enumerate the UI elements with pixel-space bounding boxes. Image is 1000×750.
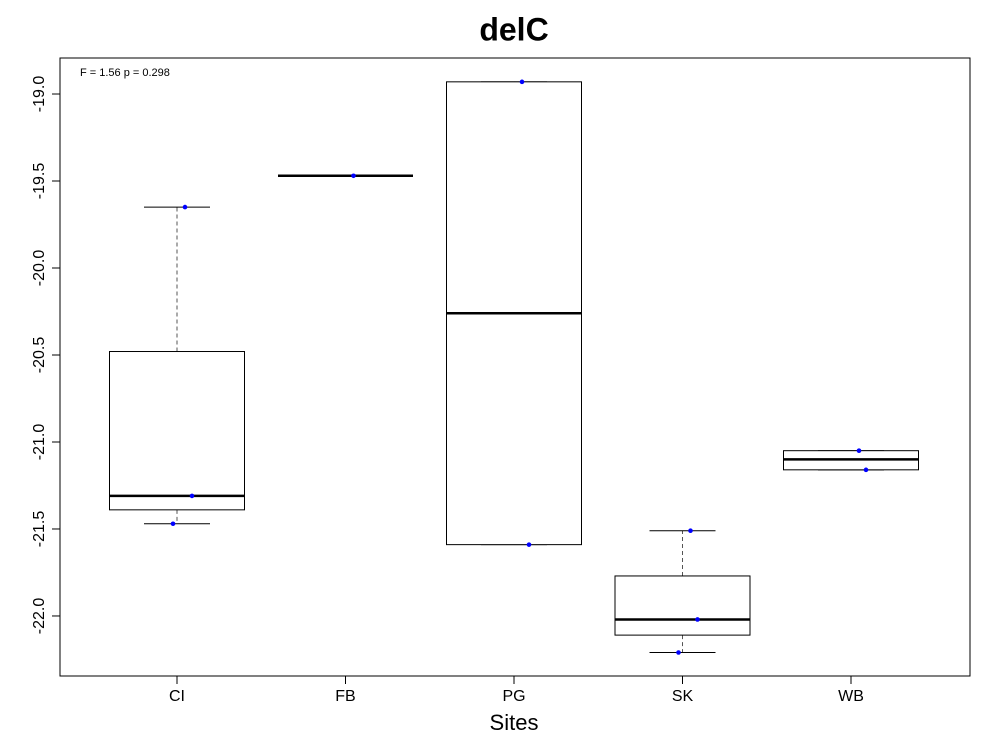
box — [614, 575, 751, 636]
data-point — [688, 528, 693, 534]
y-tick-label: -19.0 — [31, 76, 48, 113]
y-tick-label: -20.5 — [31, 337, 48, 374]
data-point — [519, 79, 525, 85]
x-tick-label: FB — [335, 688, 355, 705]
x-tick-label: PG — [502, 688, 525, 705]
data-point — [676, 650, 681, 655]
box — [109, 351, 245, 511]
data-point — [351, 173, 356, 179]
x-tick-label: WB — [838, 688, 864, 705]
plot-frame — [59, 57, 971, 677]
data-point — [170, 521, 176, 527]
y-tick-label: -21.0 — [31, 424, 48, 461]
y-tick-label: -21.5 — [31, 511, 48, 548]
y-tick-label: -20.0 — [31, 250, 48, 287]
data-point — [182, 204, 188, 210]
annotation: F = 1.56 p = 0.298 — [80, 67, 170, 79]
data-point — [526, 542, 532, 547]
y-tick-label: -22.0 — [31, 598, 48, 635]
chart-title: delC — [479, 11, 548, 47]
x-tick-label: CI — [169, 688, 185, 705]
data-point — [856, 448, 862, 453]
x-tick-label: SK — [672, 688, 694, 705]
x-axis-label: Sites — [490, 710, 539, 735]
y-tick-label: -19.5 — [31, 163, 48, 200]
data-point — [863, 467, 869, 473]
data-point — [695, 617, 700, 622]
data-point — [189, 493, 195, 499]
